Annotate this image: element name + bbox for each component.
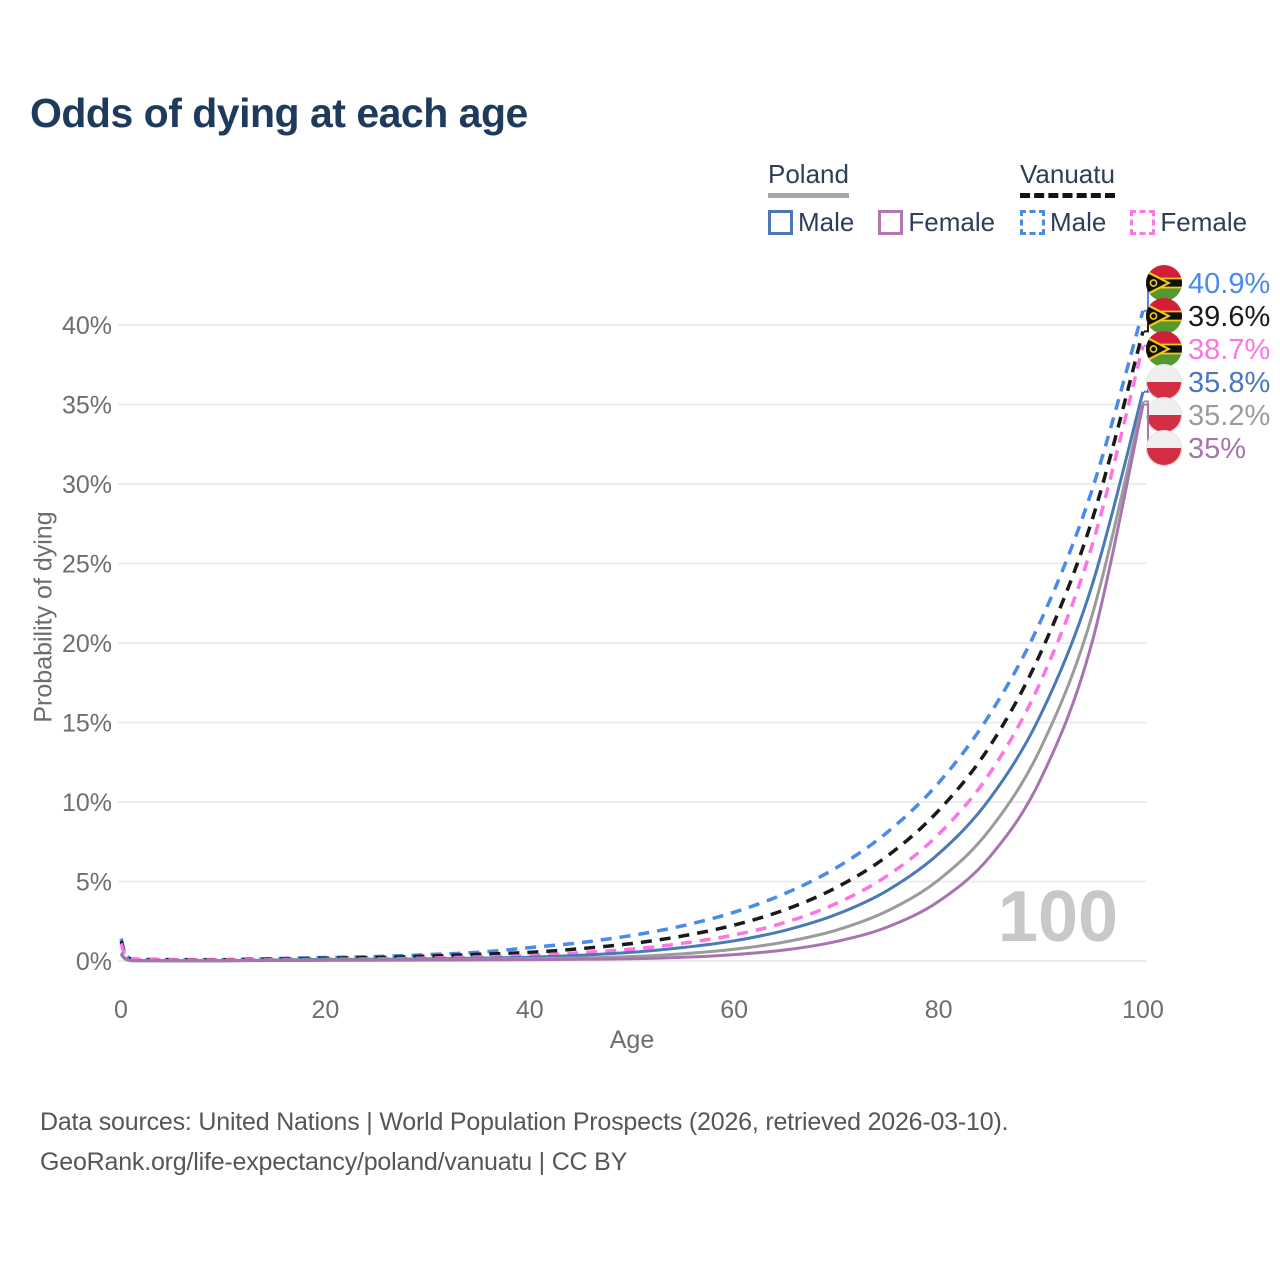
vanuatu-female-swatch-icon (1130, 209, 1156, 235)
end-label-vanuatu-male: 40.9% (1188, 268, 1270, 300)
y-tick-label: 40% (62, 312, 112, 340)
line-poland-male (119, 391, 1145, 963)
flag-vanuatu-icon (1146, 265, 1182, 301)
flag-poland-icon (1146, 364, 1182, 400)
x-tick-label: 80 (925, 996, 953, 1024)
x-tick-label: 60 (720, 996, 748, 1024)
legend-item-label: Male (798, 206, 855, 237)
legend-item-label: Female (1160, 206, 1248, 237)
poland-female-swatch-icon (878, 209, 904, 235)
flag-poland-icon (1146, 397, 1182, 433)
end-label-poland-female: 35% (1188, 433, 1246, 465)
footer-data-sources: Data sources: United Nations | World Pop… (40, 1108, 1009, 1136)
legend-country-vanuatu: Vanuatu (1020, 159, 1115, 198)
x-tick-label: 20 (311, 996, 339, 1024)
y-tick-label: 20% (62, 630, 112, 658)
vanuatu-male-swatch-icon (1020, 209, 1045, 235)
legend-item-poland-female[interactable]: Female (878, 207, 995, 238)
y-axis-title: Probability of dying (29, 511, 58, 723)
legend-item-label: Male (1050, 206, 1107, 237)
flag-poland-icon (1146, 430, 1182, 466)
y-tick-label: 35% (62, 392, 112, 420)
line-poland-combined (119, 400, 1145, 963)
flag-vanuatu-icon (1146, 331, 1182, 367)
legend-item-label: Female (908, 206, 996, 237)
footer-attribution: GeoRank.org/life-expectancy/poland/vanua… (40, 1148, 628, 1176)
age-indicator-watermark: 100 (998, 877, 1118, 957)
legend-group-vanuatu: Vanuatu Male Female (1020, 159, 1247, 238)
y-tick-label: 10% (62, 789, 112, 817)
x-axis-title: Age (609, 1026, 655, 1054)
legend-group-poland: Poland Male Female (768, 159, 995, 238)
legend-item-poland-male[interactable]: Male (768, 207, 854, 238)
x-tick-label: 0 (114, 996, 128, 1024)
y-tick-label: 15% (62, 710, 112, 738)
x-tick-label: 40 (516, 996, 544, 1024)
y-tick-label: 25% (62, 551, 112, 579)
flag-vanuatu-icon (1146, 298, 1182, 334)
y-tick-label: 0% (76, 948, 112, 976)
line-vanuatu-combined (119, 330, 1145, 962)
line-vanuatu-male (119, 310, 1145, 962)
end-label-vanuatu-combined: 39.6% (1188, 301, 1270, 333)
poland-male-swatch-icon (768, 209, 793, 235)
line-poland-female (120, 404, 1145, 963)
x-tick-label: 100 (1122, 996, 1164, 1024)
end-label-poland-combined: 35.2% (1188, 400, 1270, 432)
end-label-vanuatu-female: 38.7% (1188, 334, 1270, 366)
line-vanuatu-female (119, 345, 1145, 962)
end-label-poland-male: 35.8% (1188, 367, 1270, 399)
legend-item-vanuatu-male[interactable]: Male (1020, 207, 1106, 238)
legend-item-vanuatu-female[interactable]: Female (1130, 207, 1247, 238)
legend-country-poland: Poland (768, 159, 849, 198)
y-tick-label: 30% (62, 471, 112, 499)
y-tick-label: 5% (76, 869, 112, 897)
page-title: Odds of dying at each age (30, 90, 528, 136)
